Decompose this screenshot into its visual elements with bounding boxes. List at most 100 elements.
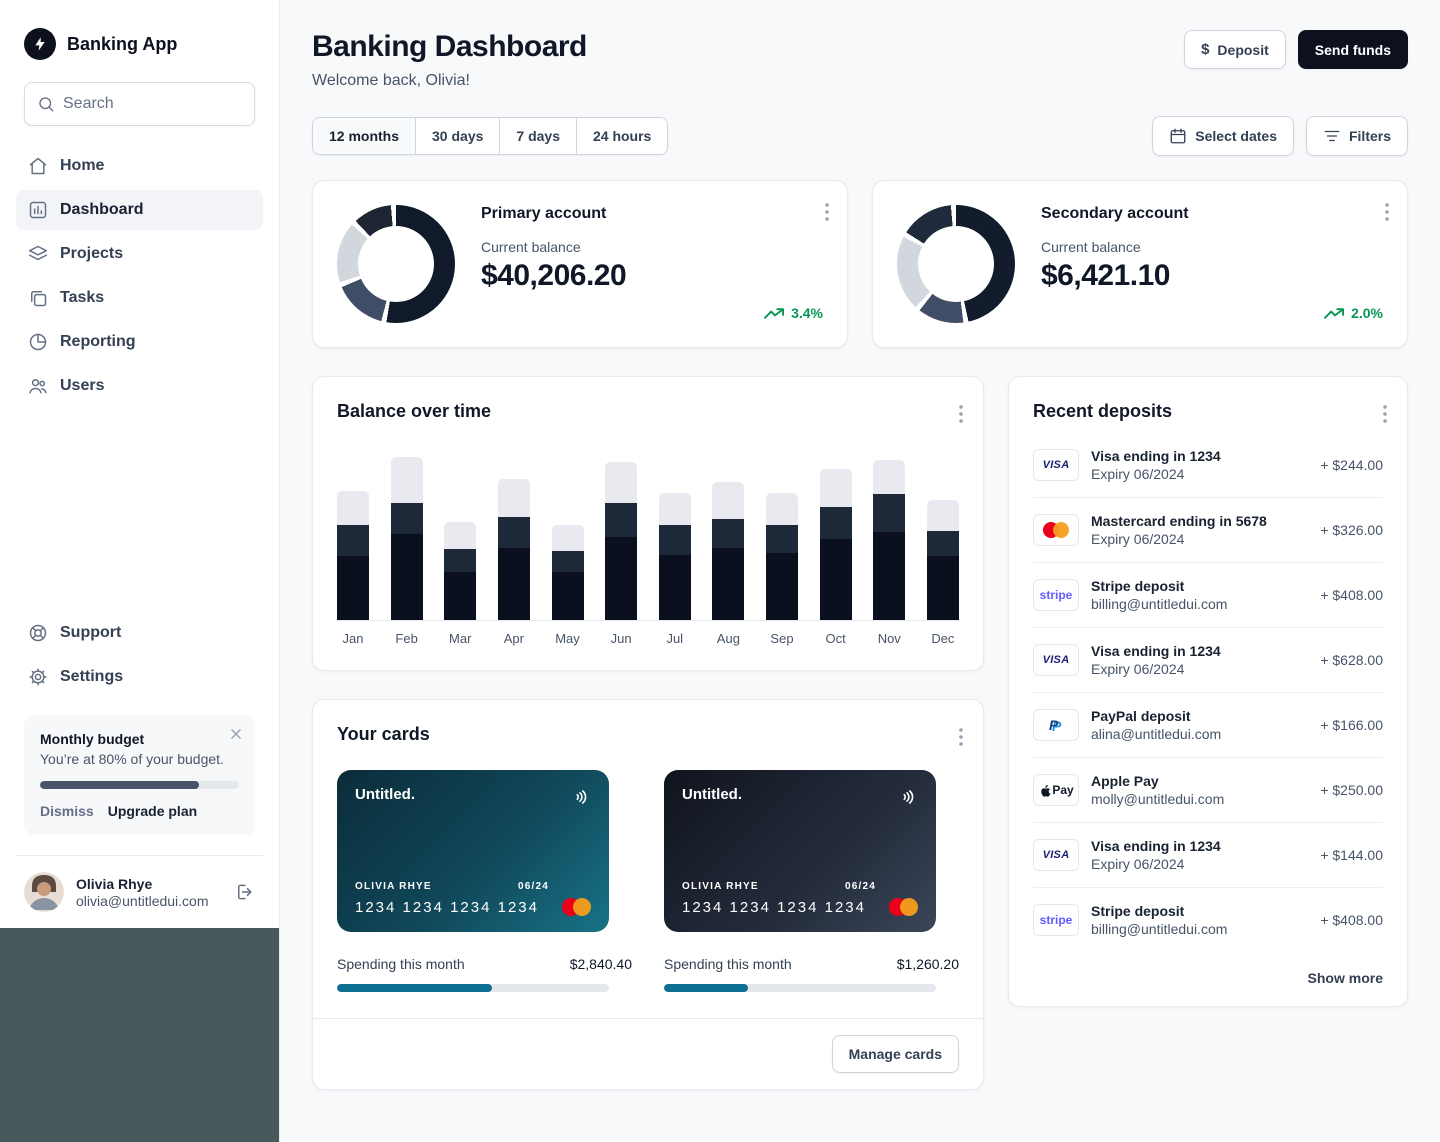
- upgrade-plan-link[interactable]: Upgrade plan: [107, 803, 198, 819]
- deposit-amount: + $628.00: [1320, 652, 1383, 668]
- deposit-row[interactable]: Pay Apple Pay molly@untitledui.com + $25…: [1033, 758, 1383, 823]
- credit-card-navy[interactable]: Untitled. OLIVIA RHYE 06/24 1234 1234 12…: [664, 770, 936, 932]
- nav-label: Support: [60, 624, 122, 641]
- sidebar-item-users[interactable]: Users: [16, 366, 263, 406]
- stripe-logo-text: stripe: [1039, 588, 1073, 602]
- deposit-button[interactable]: $ Deposit: [1184, 30, 1286, 69]
- deposit-row[interactable]: stripe Stripe deposit billing@untitledui…: [1033, 888, 1383, 952]
- secondary-account-donut: [897, 205, 1015, 323]
- x-axis-label: Jun: [610, 631, 632, 646]
- bar-segment-balance-base: [497, 547, 530, 620]
- credit-card-teal[interactable]: Untitled. OLIVIA RHYE 06/24 1234 1234 12…: [337, 770, 609, 932]
- deposit-row[interactable]: VISA Visa ending in 1234 Expiry 06/2024 …: [1033, 628, 1383, 693]
- range-12-months[interactable]: 12 months: [313, 118, 416, 154]
- card-expiry: 06/24: [517, 881, 549, 892]
- sidebar-item-home[interactable]: Home: [16, 146, 263, 186]
- filter-lines-icon: [1323, 127, 1341, 145]
- kebab-menu-icon[interactable]: [821, 199, 833, 225]
- send-funds-button[interactable]: Send funds: [1297, 30, 1408, 69]
- spending-amount: $2,840.40: [569, 956, 632, 972]
- manage-cards-button[interactable]: Manage cards: [831, 1035, 959, 1073]
- deposit-amount: + $144.00: [1320, 847, 1383, 863]
- sidebar-item-settings[interactable]: Settings: [16, 657, 263, 697]
- your-cards-card: Your cards Untitled. OLIVIA: [312, 699, 984, 1090]
- bar-segment-balance-top: [337, 491, 369, 526]
- spending-row: Spending this month $1,260.20: [664, 956, 959, 972]
- deposit-amount: + $408.00: [1320, 912, 1383, 928]
- x-axis-label: Dec: [931, 631, 955, 646]
- kebab-menu-icon[interactable]: [955, 724, 967, 750]
- budget-progress-fill: [40, 781, 200, 789]
- user-name: Olivia Rhye: [76, 875, 153, 892]
- apple-logo: [1041, 784, 1051, 797]
- bar-may: [551, 525, 584, 620]
- account-name: Secondary account: [1041, 205, 1189, 222]
- copy-check-icon: [28, 288, 48, 308]
- main-content: Banking Dashboard Welcome back, Olivia! …: [280, 0, 1440, 1142]
- deposit-row[interactable]: VISA Visa ending in 1234 Expiry 06/2024 …: [1033, 433, 1383, 498]
- page-title: Banking Dashboard: [312, 30, 587, 63]
- account-name: Primary account: [481, 205, 607, 222]
- kebab-menu-icon[interactable]: [1379, 401, 1391, 427]
- spending-label: Spending this month: [337, 956, 465, 972]
- bar-segment-balance-base: [337, 556, 369, 620]
- trend-value: 2.0%: [1351, 305, 1383, 321]
- range-24-hours[interactable]: 24 hours: [575, 118, 668, 154]
- nav-label: Reporting: [60, 333, 136, 350]
- sidebar-item-support[interactable]: Support: [16, 613, 263, 653]
- range-7-days[interactable]: 7 days: [499, 118, 576, 154]
- bar-segment-balance-top: [605, 461, 638, 504]
- sidebar-lower-panel: [0, 928, 279, 1142]
- range-30-days[interactable]: 30 days: [415, 118, 500, 154]
- deposit-row[interactable]: VISA Visa ending in 1234 Expiry 06/2024 …: [1033, 823, 1383, 888]
- bar-apr: [497, 478, 530, 620]
- nav-label: Tasks: [60, 289, 105, 306]
- sidebar: Banking App Home Dashboard Projects: [0, 0, 280, 1142]
- close-icon[interactable]: [229, 727, 243, 741]
- visa-logo-text: VISA: [1042, 849, 1070, 861]
- lightning-logo-icon: [24, 28, 56, 60]
- sidebar-item-tasks[interactable]: Tasks: [16, 278, 263, 318]
- deposit-title: Stripe deposit: [1091, 903, 1185, 919]
- visa-icon: VISA: [1033, 644, 1079, 676]
- bar-segment-balance-top: [766, 492, 798, 526]
- bar-segment-balance-mid: [819, 506, 852, 540]
- stripe-icon: stripe: [1033, 579, 1079, 611]
- bar-segment-balance-mid: [444, 549, 477, 572]
- stripe-icon: stripe: [1033, 904, 1079, 936]
- credit-card-column-2: Untitled. OLIVIA RHYE 06/24 1234 1234 12…: [664, 770, 959, 992]
- kebab-menu-icon[interactable]: [1381, 199, 1393, 225]
- deposit-list: VISA Visa ending in 1234 Expiry 06/2024 …: [1009, 427, 1407, 952]
- sidebar-item-projects[interactable]: Projects: [16, 234, 263, 274]
- logout-icon[interactable]: [235, 882, 255, 902]
- search-input[interactable]: [63, 95, 242, 113]
- sidebar-item-dashboard[interactable]: Dashboard: [16, 190, 263, 230]
- bar-segment-balance-base: [444, 571, 477, 620]
- select-dates-button[interactable]: Select dates: [1152, 116, 1294, 156]
- deposit-row[interactable]: stripe Stripe deposit billing@untitledui…: [1033, 563, 1383, 628]
- paypal-logo-front: P: [1049, 717, 1059, 733]
- x-axis-label: Sep: [770, 631, 794, 646]
- balance-value: $6,421.10: [1041, 259, 1170, 292]
- app-logo: Banking App: [16, 28, 263, 60]
- balance-over-time-card: Balance over time Jan Feb Mar Apr May Jun Jul A…: [312, 376, 984, 671]
- bar-segment-balance-mid: [337, 525, 369, 557]
- sidebar-item-reporting[interactable]: Reporting: [16, 322, 263, 362]
- dismiss-link[interactable]: Dismiss: [40, 803, 94, 819]
- deposit-subtitle: Expiry 06/2024: [1091, 531, 1185, 547]
- monthly-budget-card: Monthly budget You’re at 80% of your bud…: [24, 715, 255, 835]
- show-more-link[interactable]: Show more: [1307, 970, 1383, 986]
- bar-segment-balance-base: [712, 547, 745, 620]
- deposit-text: Visa ending in 1234 Expiry 06/2024: [1091, 448, 1221, 482]
- deposit-amount: + $166.00: [1320, 717, 1383, 733]
- bar-sep: [766, 492, 798, 620]
- deposit-title: Visa ending in 1234: [1091, 838, 1221, 854]
- filters-button[interactable]: Filters: [1305, 116, 1408, 156]
- kebab-menu-icon[interactable]: [955, 401, 967, 427]
- layers-icon: [28, 244, 48, 264]
- user-account-row: Olivia Rhye olivia@untitledui.com: [16, 855, 263, 912]
- deposit-row[interactable]: Mastercard ending in 5678 Expiry 06/2024…: [1033, 498, 1383, 563]
- user-email: olivia@untitledui.com: [76, 892, 209, 909]
- deposit-subtitle: molly@untitledui.com: [1091, 791, 1225, 807]
